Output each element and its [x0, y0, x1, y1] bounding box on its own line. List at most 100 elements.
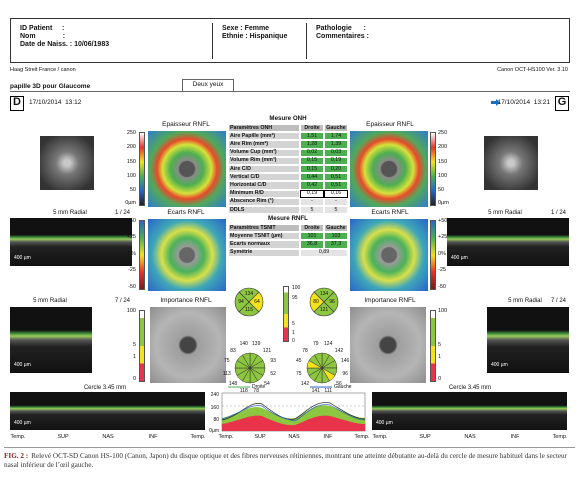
table-text: 1,74	[330, 132, 342, 139]
scale-label: 100	[438, 173, 448, 179]
panel-title: Epaisseur RNFL	[366, 121, 414, 128]
table-text: 36,8	[306, 241, 318, 247]
significance-map	[150, 307, 226, 383]
table-cell	[300, 165, 324, 174]
scan-index: 7 / 24	[550, 298, 566, 304]
table-text: 101	[307, 232, 317, 239]
axis-label: NAS	[102, 434, 114, 440]
table-cell	[300, 132, 324, 141]
scale-label: 0	[292, 338, 295, 344]
sector-value: 56	[336, 381, 342, 388]
table-cell	[228, 148, 300, 157]
deviation-map	[350, 219, 428, 291]
table-cell	[228, 181, 300, 190]
axis-label: INF	[323, 434, 333, 440]
sector-value: 146	[341, 358, 350, 365]
sector-value: 54	[264, 381, 270, 388]
quadrant-value: 80	[313, 298, 319, 305]
patient-field: Commentaires :	[316, 33, 369, 40]
scale-bar: 400 µm	[451, 255, 468, 261]
circle-scan-image	[10, 392, 205, 430]
tab-box	[182, 79, 234, 92]
scale-bar: 400 µm	[491, 362, 508, 368]
table-text: 0,16	[330, 190, 342, 197]
scale-label: 0µm	[125, 200, 136, 206]
quadrant-value: 134	[244, 290, 254, 297]
table-cell	[228, 132, 300, 141]
scale-label: 150	[438, 159, 448, 165]
scale-label: 95	[292, 295, 298, 301]
table-text: Aire Papille (mm²)	[230, 132, 276, 139]
scan-title: Cercle 3.45 mm	[448, 385, 492, 391]
quadrant	[313, 301, 335, 317]
table-cell	[324, 148, 348, 157]
scan-index: 7 / 24	[114, 298, 130, 304]
color-scale	[430, 132, 436, 206]
eye-box	[555, 96, 569, 111]
sector-value: 141	[311, 387, 320, 394]
quadrant-value: 64	[254, 298, 260, 305]
color-scale	[139, 132, 145, 206]
table-text: 5	[334, 206, 338, 213]
table-text: Ecarts normaux	[230, 241, 271, 247]
scale-label: 0	[132, 376, 136, 382]
table-text: Symétrie	[230, 249, 253, 256]
sector	[314, 352, 323, 369]
table-text: Vertical C/D	[230, 173, 260, 180]
panel-title: Ecarts RNFL	[167, 209, 205, 216]
axis-label: SUP	[57, 434, 69, 440]
table-text: Paramètres ONH	[230, 124, 273, 131]
table-cell	[324, 156, 348, 165]
tab-line	[10, 91, 570, 92]
arrow-icon	[491, 99, 500, 106]
table-cell	[324, 197, 348, 206]
axis-label: Temp.	[354, 434, 370, 440]
sector	[242, 352, 251, 369]
sector-value: 45	[296, 358, 302, 365]
table-text: 0,15	[306, 157, 318, 164]
table-text: 1,39	[330, 141, 342, 147]
scale-label: 1	[292, 330, 295, 336]
table-cell	[324, 124, 348, 133]
table-text: Droite	[304, 224, 320, 231]
table-cell	[324, 132, 348, 141]
scale-label: 200	[126, 144, 136, 150]
table-cell	[228, 140, 300, 149]
color-scale	[283, 286, 289, 342]
scale-label: -50	[438, 284, 446, 290]
table-cell	[300, 173, 324, 182]
sector-value: 79	[313, 341, 319, 348]
table-text: 0,51	[330, 173, 342, 180]
scale-label: +25	[126, 234, 136, 240]
y-tick-label: 160	[210, 405, 219, 411]
axis-label: Temp.	[372, 434, 388, 440]
separator	[4, 447, 575, 448]
table-text: 0,89	[318, 249, 330, 256]
sector-value: 52	[270, 370, 276, 377]
table-text: 1,28	[306, 141, 318, 147]
table-text: Moyenne TSNIT (µm)	[230, 232, 283, 239]
axis-label: Temp.	[190, 434, 206, 440]
table-text: Droite	[304, 124, 320, 131]
patient-field: Pathologie :	[316, 25, 366, 32]
table-cell	[228, 197, 300, 206]
scale-label: -50	[128, 284, 136, 290]
table-cell	[228, 165, 300, 174]
sector-value: 148	[228, 381, 238, 388]
table-text: 0,03	[330, 149, 342, 156]
scan-index: 1 / 24	[114, 210, 130, 216]
axis-label: NAS	[288, 434, 300, 440]
scale-label: 0µm	[438, 200, 449, 206]
table-text: 0,15	[306, 165, 318, 172]
table-cell	[228, 232, 300, 241]
scale-label: 150	[126, 159, 136, 165]
table-cell	[300, 189, 324, 198]
table-cell	[228, 124, 300, 133]
axis-label: SUP	[254, 434, 266, 440]
sector-value: 139	[252, 341, 261, 348]
table-cell	[300, 124, 324, 133]
table-cell	[228, 240, 300, 249]
scan-title: 5 mm Radial	[33, 298, 67, 304]
